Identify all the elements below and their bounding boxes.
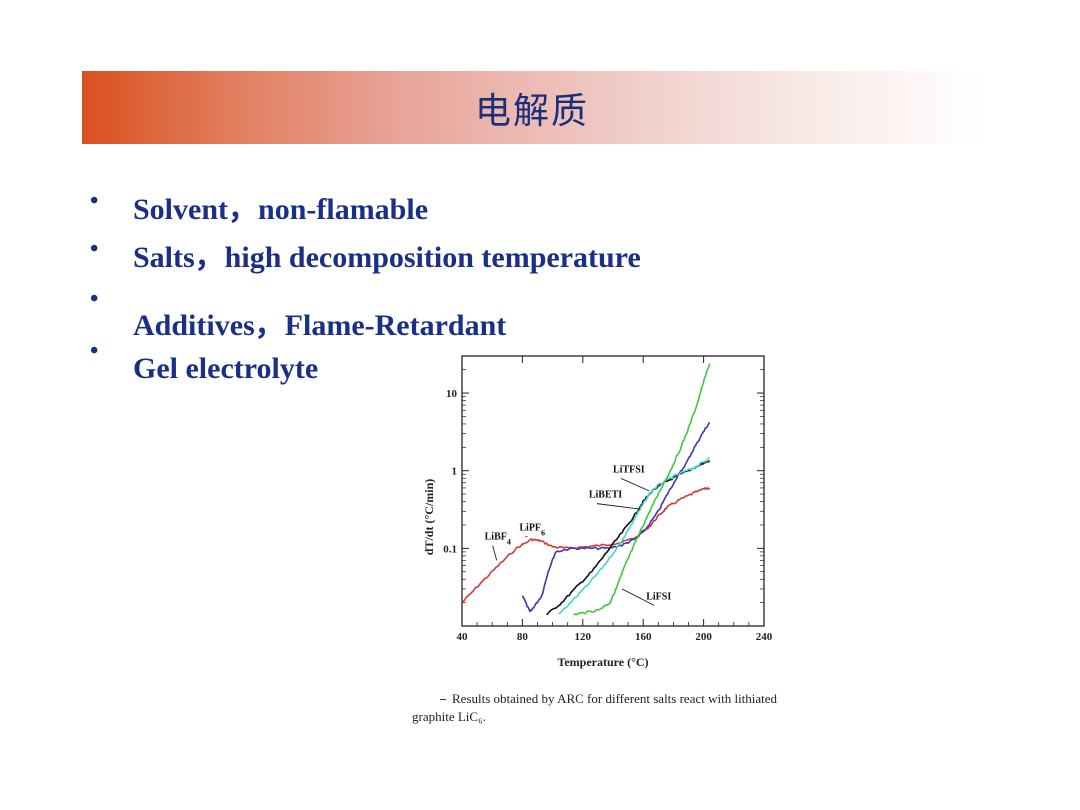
caption-mark: [440, 699, 446, 700]
series-line-lipf6: [521, 421, 711, 613]
series-label-libeti: LiBETI: [589, 490, 622, 501]
x-axis-label: Temperature (°C): [557, 655, 648, 669]
plot-frame: [461, 355, 765, 627]
bullet-dot: •: [90, 338, 99, 364]
series-label-lipf6: LiPF6: [519, 522, 545, 537]
series-line-libf4: [461, 486, 711, 604]
annotation-leader: [525, 536, 528, 538]
x-tick-label: 200: [695, 631, 712, 643]
bullet-dot: •: [90, 188, 99, 214]
bullet-label: Solvent，non-flamable: [133, 193, 429, 226]
bullet-label: Salts，high decomposition temperature: [133, 241, 641, 274]
x-tick-label: 80: [517, 631, 529, 643]
bullet-label: Gel electrolyte: [133, 352, 319, 385]
x-tick-label: 40: [457, 631, 469, 643]
series-label-libf4: LiBF4: [485, 532, 511, 547]
y-tick-label: 1: [452, 466, 458, 478]
series-label-lifsi: LiFSI: [646, 591, 671, 602]
bullet-dot: •: [90, 286, 99, 312]
annotation-leader: [620, 478, 650, 492]
series-label-subscript: 6: [541, 528, 545, 537]
figure-caption: Results obtained by ARC for different sa…: [412, 690, 792, 726]
caption-line-2: graphite LiC₆.: [412, 709, 486, 724]
y-axis-label: dT/dt (°C/min): [422, 479, 436, 555]
caption-line-1: Results obtained by ARC for different sa…: [452, 691, 778, 706]
annotation-leader: [492, 545, 498, 561]
title-bar: 电解质: [82, 71, 982, 144]
annotation-leader: [621, 588, 655, 606]
y-tick-label: 0.1: [443, 543, 457, 555]
bullet-dot: •: [90, 236, 99, 262]
series-line-libeti: [558, 457, 710, 615]
series-line-lifsi: [573, 363, 711, 616]
bullet-label: Additives，Flame-Retardant: [133, 309, 507, 342]
x-tick-label: 240: [756, 631, 773, 643]
x-tick-label: 160: [635, 631, 652, 643]
y-tick-label: 10: [446, 388, 458, 400]
x-tick-label: 120: [575, 631, 592, 643]
annotation-leader: [596, 503, 641, 510]
series-label-subscript: 4: [507, 537, 511, 546]
series-label-litfsi: LiTFSI: [613, 464, 645, 475]
slide-title: 电解质: [474, 90, 589, 132]
